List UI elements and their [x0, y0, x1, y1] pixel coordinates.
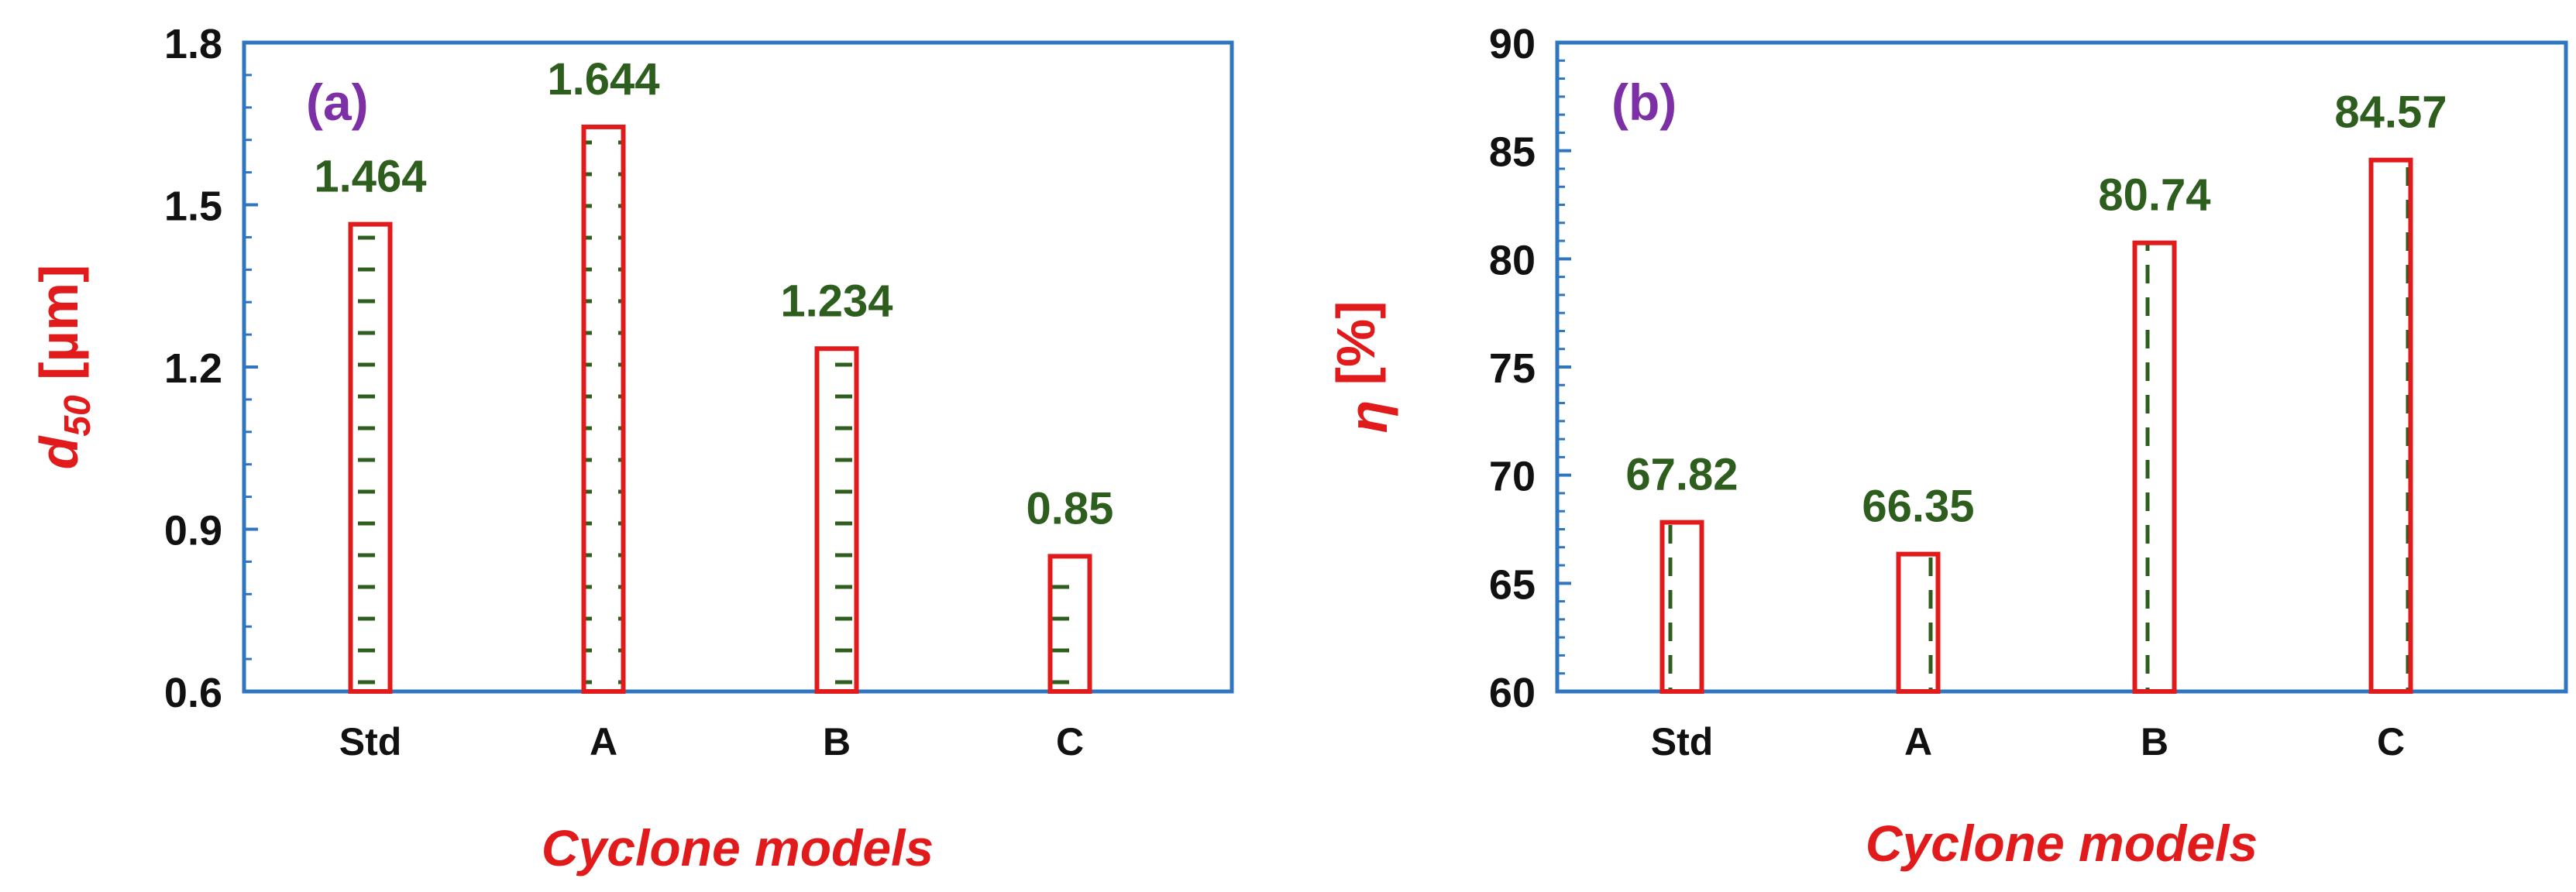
x-axis-title: Cyclone models: [542, 819, 934, 877]
bar: [348, 221, 393, 694]
y-axis-tick-labels: 0.6 0.9 1.2 1.5 1.8: [164, 21, 222, 716]
bar-pattern: [1662, 522, 1702, 691]
bar-series: [348, 124, 1092, 695]
y-axis-title-unit: [µm]: [29, 265, 89, 396]
y-axis-title-subscript: 50: [57, 395, 98, 437]
bar: [1047, 554, 1092, 695]
x-tick-label: Std: [339, 720, 402, 763]
y-axis-ticks: [244, 74, 258, 660]
bar: [581, 124, 626, 694]
bar-pattern: [2134, 242, 2175, 691]
bar-pattern: [583, 126, 624, 691]
y-axis-title-unit: [%]: [1326, 300, 1386, 400]
bar: [2368, 157, 2413, 695]
bar: [1659, 520, 1704, 694]
bar-pattern: [1050, 556, 1090, 691]
y-tick-label: 65: [1489, 561, 1536, 608]
x-axis-category-labels: Std A B C: [1651, 720, 2405, 763]
x-axis-title: Cyclone models: [1866, 815, 2258, 872]
bar-series: [1659, 157, 2413, 695]
y-tick-label: 1.5: [164, 184, 222, 230]
bar-pattern: [350, 224, 390, 691]
chart-panel-a: (a) 0.60.91.21.51.8 1.4641.6441.2340.85 …: [29, 21, 1234, 877]
data-label: 1.234: [780, 276, 892, 326]
y-tick-label: 1.2: [164, 345, 222, 392]
x-tick-label: A: [1904, 720, 1932, 763]
y-tick-label: 0.9: [164, 508, 222, 554]
data-label: 84.57: [2334, 87, 2447, 138]
y-tick-label: 80: [1489, 237, 1536, 283]
y-axis-title: η [%]: [1326, 300, 1398, 433]
x-tick-label: B: [2141, 720, 2168, 763]
bar-pattern: [817, 348, 857, 691]
y-tick-label: 0.6: [164, 670, 222, 716]
x-tick-label: A: [590, 720, 617, 763]
bar: [1896, 551, 1941, 695]
data-label: 1.644: [547, 54, 659, 105]
panel-tag: (b): [1611, 74, 1677, 131]
x-tick-label: Std: [1651, 720, 1714, 763]
data-label: 80.74: [2098, 170, 2210, 221]
data-label: 67.82: [1625, 450, 1738, 500]
bar-pattern: [2371, 160, 2411, 692]
x-tick-label: C: [1056, 720, 1084, 763]
x-tick-label: B: [823, 720, 851, 763]
bar: [2132, 240, 2177, 694]
data-label: 66.35: [1862, 482, 1974, 532]
y-axis-ticks: [1557, 59, 1571, 675]
y-axis-title: d50 [µm]: [29, 265, 98, 470]
value-labels: 67.82 66.35 80.74 84.57: [1625, 87, 2447, 532]
y-tick-label: 85: [1489, 129, 1536, 176]
y-axis-tick-labels: 60 65 70 75 80 85 90: [1489, 21, 1536, 716]
x-tick-label: C: [2377, 720, 2405, 763]
y-axis-title-symbol: d: [29, 435, 89, 469]
bar: [814, 346, 859, 694]
y-tick-label: 60: [1489, 670, 1536, 716]
value-labels: 1.464 1.644 1.234 0.85: [314, 54, 1113, 533]
y-tick-label: 1.8: [164, 21, 222, 67]
y-axis-title-symbol: η: [1338, 400, 1398, 434]
data-label: 0.85: [1027, 483, 1114, 533]
y-tick-label: 70: [1489, 454, 1536, 500]
panel-tag: (a): [306, 74, 369, 131]
y-tick-label: 75: [1489, 345, 1536, 392]
data-label: 1.464: [314, 152, 426, 202]
plot-frame: [1555, 40, 2568, 694]
x-axis-category-labels: Std A B C: [339, 720, 1084, 763]
y-tick-label: 90: [1489, 21, 1536, 67]
bar-pattern: [1898, 554, 1938, 691]
